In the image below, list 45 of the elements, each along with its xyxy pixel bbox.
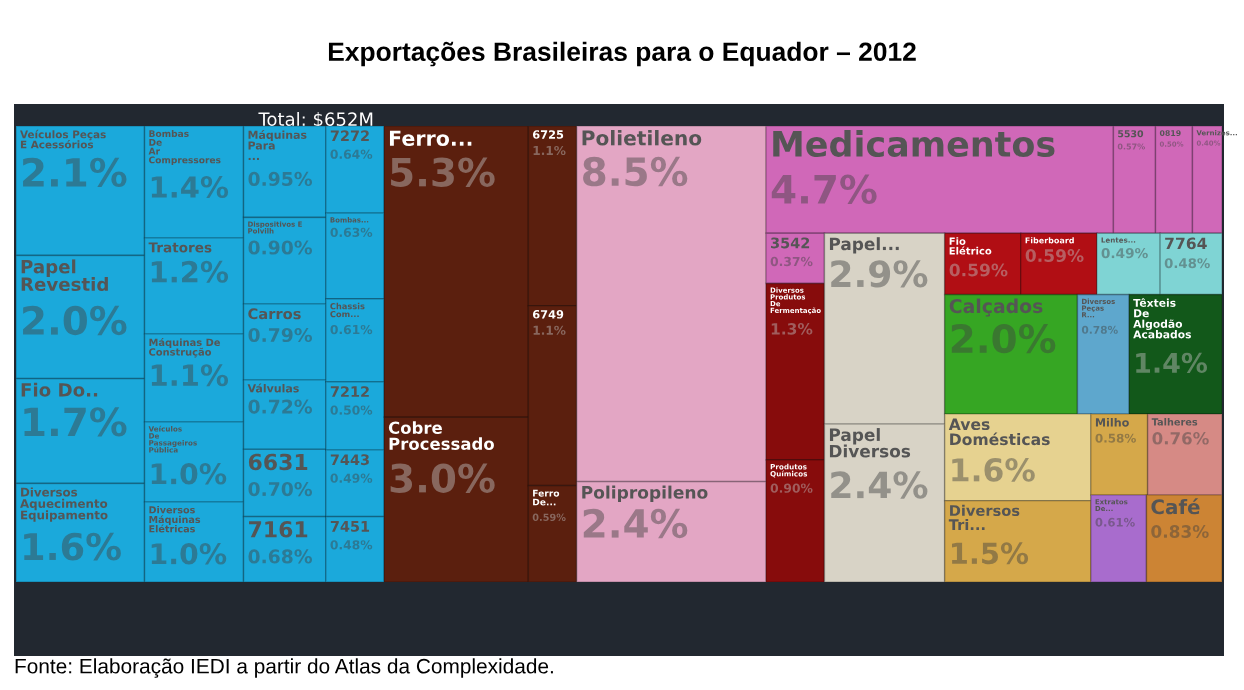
data-label: 2.1% (23, 157, 127, 188)
data-label: 2.4% (831, 471, 928, 499)
data-label: 0.59% (949, 263, 1008, 277)
category-label: Polietileno (582, 130, 702, 146)
data-label: 0.90% (248, 240, 313, 255)
data-label: 1.0% (151, 463, 227, 485)
data-label: 3.0% (390, 463, 495, 493)
data-label: 0.68% (248, 549, 313, 564)
data-label: 1.0% (151, 543, 227, 565)
data-label: 0.59% (1025, 249, 1084, 263)
data-label: 0.72% (248, 399, 313, 414)
category-label: Medicamentos (773, 130, 1055, 158)
category-label: Papel... (829, 237, 899, 254)
source-note: Fonte: Elaboração IEDI a partir do Atlas da Complexidade. (15, 658, 553, 678)
category-label: 7161 (249, 520, 308, 538)
data-label: 0.95% (248, 171, 313, 186)
data-label: 2.4% (583, 508, 688, 539)
category-label: Fio Do.. (21, 382, 98, 397)
category-label: 6631 (248, 453, 308, 471)
data-label: 4.7% (771, 174, 877, 205)
category-label: Papel Diversos (829, 428, 911, 458)
data-label: 2.9% (831, 260, 928, 288)
data-label: 8.5% (583, 156, 688, 187)
category-label: Papel Revestid (21, 259, 108, 292)
data-label: 1.4% (1136, 352, 1208, 374)
data-label: 1.7% (24, 407, 127, 437)
data-label: 0.83% (1151, 525, 1209, 538)
data-label: 1.1% (151, 364, 229, 387)
data-label: 1.6% (24, 532, 121, 561)
data-label: 0.79% (248, 327, 313, 343)
text: Total: $652M (258, 112, 373, 129)
data-label: 1.4% (151, 176, 229, 198)
data-label: 0.76% (1152, 432, 1209, 445)
data-label: 1.6% (952, 458, 1035, 482)
category-label: Calçados (949, 298, 1043, 317)
text: Exportações Brasileiras para o Equador – 2012 (328, 41, 916, 67)
data-label: 2.0% (23, 305, 127, 336)
category-label: Cobre Processado (388, 421, 494, 450)
category-label: Café (1151, 498, 1200, 515)
category-label: Ferro... (389, 130, 472, 146)
data-label: 5.3% (391, 157, 495, 187)
category-label: Polipropileno (582, 485, 708, 503)
data-label: 1.5% (952, 542, 1029, 565)
data-label: 1.2% (151, 260, 229, 283)
data-label: 0.70% (248, 481, 313, 497)
